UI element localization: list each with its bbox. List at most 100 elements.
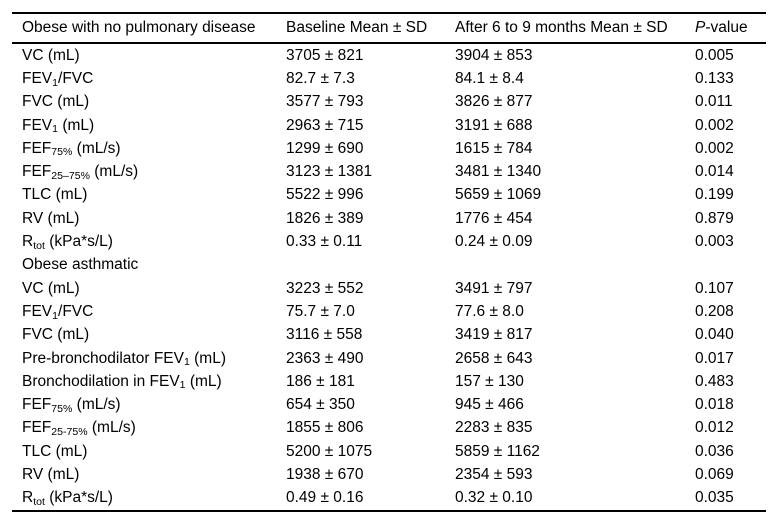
pulmonary-function-table: Obese with no pulmonary disease Baseline… (12, 12, 766, 512)
after-value: 3419 ± 817 (455, 326, 533, 344)
col-header-baseline: Baseline Mean ± SD (286, 13, 455, 44)
after-value: 0.24 ± 0.09 (455, 233, 533, 251)
after-value: 0.32 ± 0.10 (455, 489, 533, 507)
row-label: FEV1 (mL) (22, 116, 95, 136)
header-row: Obese with no pulmonary disease Baseline… (12, 13, 766, 44)
row-label: VC (mL) (22, 279, 80, 297)
after-value: 2283 ± 835 (455, 419, 533, 437)
table-row: Rtot (kPa*s/L) 0.49 ± 0.16 0.32 ± 0.10 0.03… (12, 487, 766, 511)
baseline-value: 3577 ± 793 (286, 93, 364, 111)
after-value: 157 ± 130 (455, 372, 524, 390)
table-row: Bronchodilation in FEV1 (mL) 186 ± 181 157… (12, 370, 766, 393)
row-label: TLC (mL) (22, 442, 88, 460)
table-row: RV (mL) 1938 ± 670 2354 ± 593 0.069 (12, 463, 766, 486)
baseline-value: 0.49 ± 0.16 (286, 489, 364, 507)
results-table-container: Obese with no pulmonary disease Baseline… (12, 12, 766, 512)
col-header-p-value: P-value (695, 13, 766, 44)
baseline-value: 82.7 ± 7.3 (286, 69, 355, 87)
p-value: 0.011 (695, 93, 733, 111)
row-label: FVC (mL) (22, 326, 90, 344)
baseline-value: 5200 ± 1075 (286, 442, 373, 460)
p-value (695, 254, 766, 277)
p-value: 0.017 (695, 349, 734, 367)
col-header-parameter: Obese with no pulmonary disease (12, 13, 286, 44)
table-row: FEF75% (mL/s) 654 ± 350 945 ± 466 0.018 (12, 393, 766, 416)
table-row: FEV1/FVC 75.7 ± 7.0 77.6 ± 8.0 0.208 (12, 300, 766, 323)
baseline-value: 3116 ± 558 (286, 326, 363, 344)
after-value: 3191 ± 688 (455, 116, 533, 134)
p-value: 0.035 (695, 489, 734, 507)
table-row: FEF75% (mL/s) 1299 ± 690 1615 ± 784 0.002 (12, 137, 766, 160)
after-value (455, 254, 695, 277)
table-row: FVC (mL) 3116 ± 558 3419 ± 817 0.040 (12, 324, 766, 347)
row-label: FEF75% (mL/s) (22, 139, 121, 159)
table-row: VC (mL) 3223 ± 552 3491 ± 797 0.107 (12, 277, 766, 300)
row-label: FEF75% (mL/s) (22, 396, 121, 415)
p-value: 0.003 (695, 233, 734, 251)
baseline-value (286, 254, 455, 277)
baseline-value: 1855 ± 806 (286, 419, 364, 437)
row-label: Pre-bronchodilator FEV1 (mL) (22, 349, 226, 369)
after-value: 1776 ± 454 (455, 209, 533, 227)
after-value: 945 ± 466 (455, 396, 524, 414)
row-label: Bronchodilation in FEV1 (mL) (22, 372, 222, 392)
table-row: TLC (mL) 5200 ± 1075 5859 ± 1162 0.036 (12, 440, 766, 463)
row-label: VC (mL) (22, 46, 80, 64)
row-label: FEV1/FVC (22, 69, 94, 89)
table-body: VC (mL) 3705 ± 821 3904 ± 853 0.005 FEV1/FVC… (12, 43, 766, 511)
table-row: TLC (mL) 5522 ± 996 5659 ± 1069 0.199 (12, 184, 766, 207)
baseline-value: 3705 ± 821 (286, 46, 364, 64)
after-value: 2658 ± 643 (455, 349, 533, 367)
col-header-after-6-9-months: After 6 to 9 months Mean ± SD (455, 13, 695, 44)
after-value: 3481 ± 1340 (455, 163, 542, 181)
p-value: 0.012 (695, 419, 734, 437)
after-value: 77.6 ± 8.0 (455, 302, 524, 320)
section-label: Obese asthmatic (22, 256, 139, 274)
p-value: 0.199 (695, 186, 734, 204)
baseline-value: 0.33 ± 0.11 (286, 233, 363, 251)
baseline-value: 186 ± 181 (286, 372, 355, 390)
table-row: FEV1 (mL) 2963 ± 715 3191 ± 688 0.002 (12, 114, 766, 137)
after-value: 2354 ± 593 (455, 465, 533, 483)
p-value: 0.133 (695, 69, 734, 87)
row-label: FEF25-75% (mL/s) (22, 419, 136, 439)
after-value: 3904 ± 853 (455, 46, 533, 64)
baseline-value: 654 ± 350 (286, 396, 355, 414)
table-row: Rtot (kPa*s/L) 0.33 ± 0.11 0.24 ± 0.09 0.00… (12, 230, 766, 253)
table-row: FVC (mL) 3577 ± 793 3826 ± 877 0.011 (12, 91, 766, 114)
p-value: 0.208 (695, 302, 734, 320)
baseline-value: 2963 ± 715 (286, 116, 364, 134)
p-value: 0.002 (695, 116, 734, 134)
table-row: FEV1/FVC 82.7 ± 7.3 84.1 ± 8.4 0.133 (12, 67, 766, 90)
baseline-value: 1938 ± 670 (286, 465, 364, 483)
after-value: 1615 ± 784 (455, 139, 533, 157)
row-label: FEV1/FVC (22, 302, 94, 322)
row-label: FVC (mL) (22, 93, 90, 111)
after-value: 3491 ± 797 (455, 279, 533, 297)
baseline-value: 3123 ± 1381 (286, 163, 373, 181)
table-row: VC (mL) 3705 ± 821 3904 ± 853 0.005 (12, 43, 766, 67)
baseline-value: 1826 ± 389 (286, 209, 364, 227)
baseline-value: 75.7 ± 7.0 (286, 302, 355, 320)
table-row: RV (mL) 1826 ± 389 1776 ± 454 0.879 (12, 207, 766, 230)
p-value: 0.002 (695, 139, 734, 157)
table-row: FEF25–75% (mL/s) 3123 ± 1381 3481 ± 1340 0.… (12, 160, 766, 183)
p-value: 0.036 (695, 442, 734, 460)
table-header: Obese with no pulmonary disease Baseline… (12, 13, 766, 44)
p-value: 0.483 (695, 372, 734, 390)
row-label: TLC (mL) (22, 186, 88, 204)
baseline-value: 5522 ± 996 (286, 186, 364, 204)
row-label: RV (mL) (22, 465, 80, 483)
row-label: RV (mL) (22, 209, 80, 227)
p-value: 0.005 (695, 46, 734, 64)
after-value: 5859 ± 1162 (455, 442, 540, 460)
p-value: 0.040 (695, 326, 734, 344)
baseline-value: 1299 ± 690 (286, 139, 364, 157)
table-row: Pre-bronchodilator FEV1 (mL) 2363 ± 490 26… (12, 347, 766, 370)
p-value: 0.014 (695, 163, 734, 181)
after-value: 3826 ± 877 (455, 93, 533, 111)
baseline-value: 3223 ± 552 (286, 279, 364, 297)
after-value: 84.1 ± 8.4 (455, 69, 524, 87)
section-header-row: Obese asthmatic (12, 254, 766, 277)
after-value: 5659 ± 1069 (455, 186, 542, 204)
